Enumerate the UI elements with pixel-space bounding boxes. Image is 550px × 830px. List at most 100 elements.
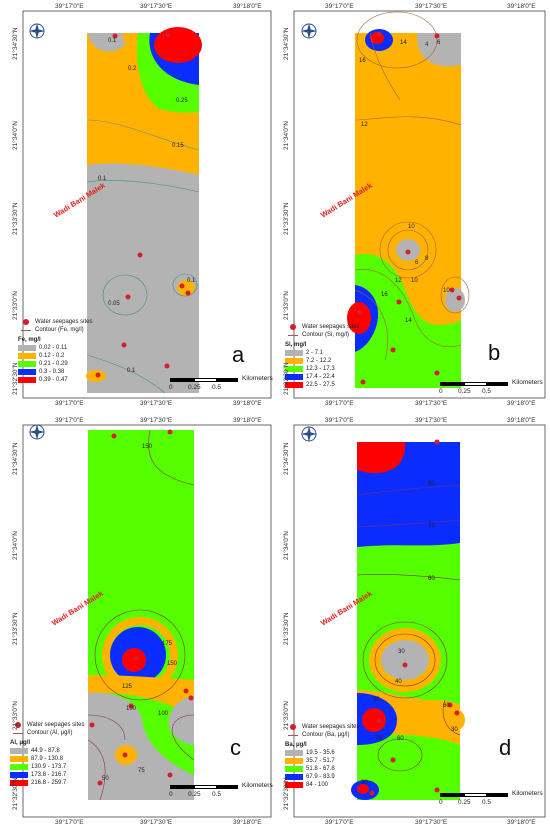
- scale-tick: 0.5: [212, 791, 222, 798]
- panel-letter: d: [499, 735, 512, 760]
- legend-class-label: 87.9 - 130.8: [31, 756, 64, 762]
- legend-class-label: 17.4 - 22.4: [306, 374, 335, 380]
- contour-label: 0.1: [98, 176, 107, 182]
- legend-contour-label: Contour (Si, mg/l): [302, 332, 350, 338]
- lon-label-top: 39°17'0"E: [325, 3, 354, 10]
- lon-label-top: 39°17'0"E: [55, 3, 84, 10]
- map-d-canvas: 80 70 60 30 40 50 60 70 80 60 30: [293, 424, 546, 818]
- contour-label: 175: [162, 641, 173, 647]
- contour-label: 100: [126, 706, 137, 712]
- lat-label: 21°33'30"N: [283, 202, 290, 235]
- lat-label: 21°34'0"N: [12, 121, 19, 150]
- panel-letter: c: [230, 735, 241, 760]
- lat-label: 21°34'0"N: [283, 121, 290, 150]
- scale-label: Kilometers: [512, 379, 543, 386]
- lon-label-top: 39°17'30"E: [140, 417, 173, 424]
- contour-label: 6: [437, 40, 441, 46]
- contour-label: 12: [361, 122, 368, 128]
- map-c-canvas: 150 175 150 125 100 75 50 100: [22, 424, 272, 818]
- legend-contour-label: Contour (Ba, μg/l): [302, 732, 350, 738]
- contour-label: 70: [375, 736, 382, 742]
- contour-label: 70: [428, 523, 435, 529]
- contour-label: 150: [142, 444, 153, 450]
- lat-label: 21°32'30"N: [12, 777, 19, 810]
- lon-label-bottom: 39°18'0"E: [507, 819, 536, 826]
- legend-class-label: 12.3 - 17.3: [306, 366, 335, 372]
- lon-label-top: 39°17'0"E: [325, 417, 354, 424]
- legend-title: Fe, mg/l: [18, 337, 41, 343]
- contour-label: 30: [398, 649, 405, 655]
- contour-label: 16: [381, 292, 388, 298]
- scale-tick: 0.25: [188, 384, 201, 391]
- scale-tick: 0.5: [482, 799, 492, 806]
- lat-label: 21°34'30"N: [283, 27, 290, 60]
- legend-class-label: 0.21 - 0.29: [39, 361, 68, 367]
- legend-class-label: 35.7 - 51.7: [306, 758, 335, 764]
- contour-label: 12: [395, 278, 402, 284]
- legend-class-label: 51.8 - 67.8: [306, 766, 335, 772]
- lat-label: 21°34'0"N: [283, 531, 290, 560]
- map-legend: Water seepages sites Contour (Si, mg/l) …: [285, 323, 359, 389]
- scale-label: Kilometers: [242, 782, 273, 789]
- scale-tick: 0.25: [458, 799, 471, 806]
- lon-label-bottom: 39°17'0"E: [325, 819, 354, 826]
- contour-label: 0.25: [176, 98, 188, 104]
- contour-label: 80: [361, 780, 368, 786]
- north-arrow-icon: [28, 423, 46, 441]
- legend-class-label: 44.9 - 87.8: [31, 748, 60, 754]
- contour-label: 6: [415, 260, 419, 266]
- scale-tick: 0.5: [212, 384, 222, 391]
- lat-label: 21°33'0"N: [12, 291, 19, 320]
- contour-label: 8: [425, 256, 429, 262]
- lat-label: 21°33'0"N: [12, 701, 19, 730]
- contour-label: 75: [138, 768, 145, 774]
- legend-class-label: 22.5 - 27.5: [306, 382, 335, 388]
- contour-label: 0.2: [128, 66, 137, 72]
- lat-label: 21°33'0"N: [283, 291, 290, 320]
- lat-label: 21°34'0"N: [12, 531, 19, 560]
- lon-label-bottom: 39°17'30"E: [140, 819, 173, 826]
- legend-title: Ba, μg/l: [285, 742, 307, 748]
- legend-class-label: 67.9 - 83.9: [306, 774, 335, 780]
- legend-class-label: 0.3 - 0.38: [39, 369, 65, 375]
- scale-label: Kilometers: [242, 375, 273, 382]
- legend-class-label: 0.12 - 0.2: [39, 353, 65, 359]
- map-legend: Water seepages sites Contour (Ba, μg/l) …: [285, 723, 359, 789]
- lon-label-bottom: 39°17'30"E: [140, 400, 173, 407]
- scale-tick: 0.25: [188, 791, 201, 798]
- contour-label: 10: [411, 278, 418, 284]
- legend-sites-label: Water seepages sites: [35, 319, 93, 325]
- panel-letter: a: [232, 342, 245, 367]
- scale-tick: 0: [169, 791, 173, 798]
- north-arrow-icon: [300, 425, 318, 443]
- legend-sites-label: Water seepages sites: [27, 722, 85, 728]
- lon-label-top: 39°18'0"E: [233, 417, 262, 424]
- lon-label-bottom: 39°17'0"E: [55, 400, 84, 407]
- legend-sites-label: Water seepages sites: [302, 324, 360, 330]
- lat-label: 21°33'30"N: [12, 202, 19, 235]
- lon-label-top: 39°18'0"E: [507, 3, 536, 10]
- legend-class-label: 2 - 7.1: [306, 350, 324, 356]
- map-legend: Water seepages sites Contour (Al, μg/l) …: [10, 721, 84, 787]
- legend-class-label: 19.5 - 35.6: [306, 750, 335, 756]
- contour-label: 10: [443, 288, 450, 294]
- scale-tick: 0.25: [458, 388, 471, 395]
- lon-label-top: 39°17'30"E: [415, 3, 448, 10]
- lat-label: 21°32'30"N: [283, 362, 290, 395]
- legend-class-label: 0.39 - 0.47: [39, 377, 68, 383]
- lon-label-top: 39°17'0"E: [55, 417, 84, 424]
- scale-label: Kilometers: [512, 790, 543, 797]
- contour-label: 30: [451, 727, 458, 733]
- contour-label: 150: [167, 661, 178, 667]
- contour-label: 100: [158, 711, 169, 717]
- contour-label: 14: [400, 40, 407, 46]
- lon-label-top: 39°18'0"E: [233, 3, 262, 10]
- legend-contour-label: Contour (Al, μg/l): [27, 730, 73, 736]
- legend-class-label: 7.2 - 12.2: [306, 358, 332, 364]
- lat-label: 21°34'30"N: [283, 442, 290, 475]
- lon-label-bottom: 39°17'30"E: [415, 400, 448, 407]
- contour-label: 40: [395, 679, 402, 685]
- map-legend: Water seepages sites Contour (Fe, mg/l) …: [18, 318, 92, 384]
- scale-tick: 0.5: [482, 388, 492, 395]
- north-arrow-icon: [28, 22, 46, 40]
